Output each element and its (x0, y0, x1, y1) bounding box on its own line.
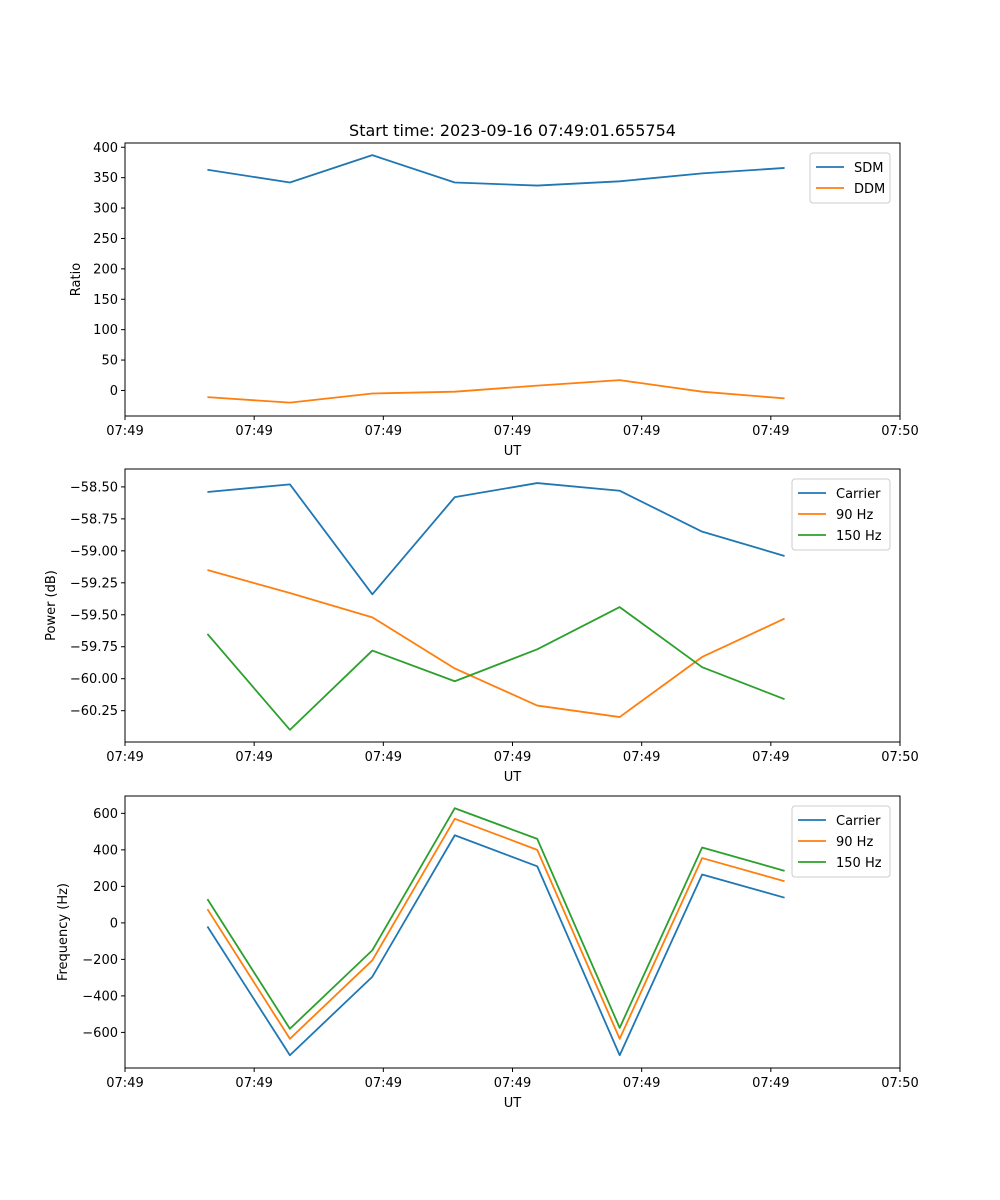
series-line-carrier (207, 482, 785, 596)
x-tick-label: 07:49 (752, 1076, 789, 1091)
axes-frame (124, 468, 901, 743)
y-axis-label: Frequency (Hz) (56, 883, 71, 981)
legend-label: Carrier (836, 814, 881, 829)
y-tick-label: 50 (101, 354, 118, 369)
y-tick-label: −58.50 (70, 480, 118, 495)
x-tick-label: 07:49 (623, 1076, 660, 1091)
series-line-sdm (207, 154, 785, 187)
y-tick-label: −58.75 (70, 512, 118, 527)
y-tick-label: −59.50 (70, 608, 118, 623)
legend: Carrier 90 Hz 150 Hz (791, 478, 891, 551)
x-axis-label: UT (504, 444, 522, 459)
x-tick-label: 07:50 (881, 1076, 918, 1091)
x-tick-label: 07:49 (365, 750, 402, 765)
y-tick-label: 0 (110, 384, 118, 399)
y-tick-label: −400 (82, 989, 118, 1004)
series-line-90-hz (207, 569, 785, 718)
x-tick-label: 07:49 (623, 750, 660, 765)
y-tick-label: 150 (93, 293, 118, 308)
legend-box (809, 152, 891, 204)
chart-title: Start time: 2023-09-16 07:49:01.655754 (349, 121, 676, 140)
legend-label: 90 Hz (836, 508, 873, 523)
x-tick-label: 07:49 (623, 424, 660, 439)
x-tick-label: 07:50 (881, 750, 918, 765)
series-line-carrier (206, 834, 785, 1057)
legend: Carrier 90 Hz 150 Hz (791, 805, 891, 878)
y-tick-label: 200 (93, 262, 118, 277)
x-tick-label: 07:49 (494, 750, 531, 765)
y-tick-label: −600 (82, 1026, 118, 1041)
y-tick-label: 400 (93, 843, 118, 858)
x-tick-label: 07:49 (365, 1076, 402, 1091)
legend: SDM DDM (809, 152, 891, 204)
y-tick-label: 350 (93, 171, 118, 186)
legend-label: 150 Hz (836, 529, 882, 544)
y-tick-label: 600 (93, 807, 118, 822)
x-tick-label: 07:50 (881, 424, 918, 439)
series-line-150-hz (206, 606, 785, 731)
y-tick-label: 250 (93, 232, 118, 247)
y-tick-label: −59.75 (70, 640, 118, 655)
x-tick-label: 07:49 (106, 750, 143, 765)
y-tick-label: 300 (93, 202, 118, 217)
series-line-90-hz (206, 817, 785, 1040)
legend-label: Carrier (836, 487, 881, 502)
x-tick-label: 07:49 (235, 1076, 272, 1091)
x-tick-label: 07:49 (494, 1076, 531, 1091)
y-axis-label: Power (dB) (44, 570, 59, 641)
series-line-150-hz (206, 807, 785, 1030)
series-line-ddm (207, 379, 785, 404)
x-tick-label: 07:49 (365, 424, 402, 439)
legend-label: 150 Hz (836, 856, 882, 871)
y-tick-label: −60.00 (70, 672, 118, 687)
power-panel: 07:49 07:49 07:49 07:49 07:49 07:49 07:50 −58.5… (44, 468, 919, 785)
y-tick-label: 100 (93, 323, 118, 338)
x-tick-label: 07:49 (235, 750, 272, 765)
y-axis-label: Ratio (69, 263, 84, 296)
y-tick-label: 200 (93, 880, 118, 895)
legend-label: DDM (854, 182, 885, 197)
y-tick-label: −200 (82, 953, 118, 968)
x-tick-label: 07:49 (106, 1076, 143, 1091)
x-axis-label: UT (504, 1096, 522, 1111)
legend-box (791, 805, 891, 878)
x-tick-label: 07:49 (235, 424, 272, 439)
axes-frame (124, 795, 901, 1069)
y-tick-label: −59.00 (70, 544, 118, 559)
frequency-panel: 07:49 07:49 07:49 07:49 07:49 07:49 07:50 −600 −… (56, 795, 919, 1111)
x-tick-label: 07:49 (752, 424, 789, 439)
y-tick-label: 400 (93, 141, 118, 156)
x-axis-label: UT (504, 770, 522, 785)
legend-box (791, 478, 891, 551)
y-tick-label: −59.25 (70, 576, 118, 591)
x-tick-label: 07:49 (106, 424, 143, 439)
y-tick-label: −60.25 (70, 704, 118, 719)
legend-label: SDM (854, 161, 883, 176)
y-tick-label: 0 (110, 916, 118, 931)
x-tick-label: 07:49 (494, 424, 531, 439)
ratio-panel: 07:49 07:49 07:49 07:49 07:49 07:49 07:50 0 50 10… (69, 141, 919, 459)
x-tick-label: 07:49 (752, 750, 789, 765)
legend-label: 90 Hz (836, 835, 873, 850)
